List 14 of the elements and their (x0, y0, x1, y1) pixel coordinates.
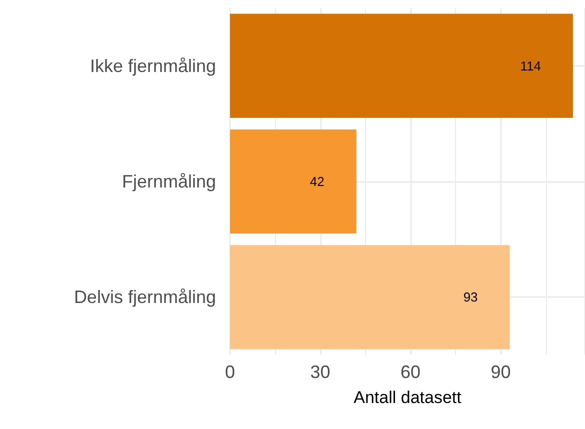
x-tick-label: 60 (400, 362, 421, 382)
bar (230, 245, 510, 350)
x-tick-label: 90 (490, 362, 511, 382)
y-tick-label: Delvis fjernmåling (74, 287, 216, 308)
x-tick-label: 0 (224, 362, 236, 382)
data-label: 114 (520, 58, 541, 74)
bar (230, 129, 356, 234)
y-tick-label: Ikke fjernmåling (90, 56, 216, 76)
x-axis-title: Antall datasett (354, 388, 462, 407)
y-tick-label: Fjernmåling (122, 172, 216, 192)
data-label: 42 (310, 174, 324, 189)
x-tick-label: 30 (310, 362, 330, 382)
data-label: 93 (463, 290, 478, 305)
bar (230, 14, 573, 118)
